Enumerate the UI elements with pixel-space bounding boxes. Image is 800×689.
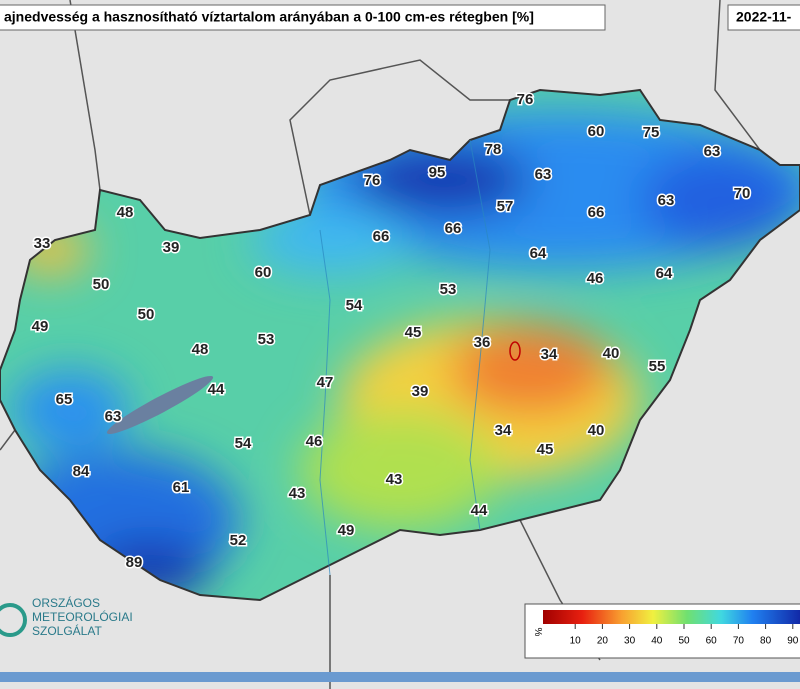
station-value: 46	[306, 433, 323, 450]
station-value: 84	[73, 463, 90, 480]
legend-tick-label: 90	[787, 636, 799, 647]
logo-text: ORSZÁGOS	[32, 595, 100, 610]
station-value: 34	[541, 346, 558, 363]
legend-unit: %	[532, 628, 543, 637]
station-value: 60	[588, 123, 605, 140]
station-value: 75	[643, 124, 660, 141]
station-value: 89	[126, 554, 143, 571]
station-value: 53	[258, 331, 275, 348]
station-value: 54	[346, 297, 363, 314]
legend-tick-label: 50	[678, 636, 690, 647]
station-value: 60	[255, 264, 272, 281]
station-value: 63	[658, 192, 675, 209]
logo-icon	[0, 603, 27, 637]
station-value: 57	[497, 198, 514, 215]
legend-tick-label: 40	[651, 636, 663, 647]
lake	[106, 375, 214, 435]
station-value: 46	[587, 270, 604, 287]
station-value: 54	[235, 435, 252, 452]
legend-tick-label: 10	[570, 636, 582, 647]
date: 2022-11-	[736, 9, 792, 25]
station-value: 45	[537, 441, 554, 458]
legend-tick-label: 70	[733, 636, 745, 647]
legend-tick-label: 20	[597, 636, 609, 647]
station-value: 63	[105, 408, 122, 425]
legend-tick-label: 80	[760, 636, 772, 647]
station-value: 43	[289, 485, 306, 502]
station-value: 47	[317, 374, 334, 391]
station-value: 34	[495, 422, 512, 439]
station-value: 36	[474, 334, 491, 351]
station-value: 40	[603, 345, 620, 362]
station-value: 78	[485, 141, 502, 158]
station-value: 52	[230, 532, 247, 549]
footer-bar	[0, 672, 800, 682]
station-value: 95	[429, 164, 446, 181]
legend-tick-label: 30	[624, 636, 636, 647]
station-value: 66	[373, 228, 390, 245]
station-value: 65	[56, 391, 73, 408]
minimum-marker	[509, 341, 521, 361]
title-box	[0, 4, 606, 31]
station-value: 63	[704, 143, 721, 160]
station-value: 61	[173, 479, 190, 496]
station-value: 66	[445, 220, 462, 237]
station-value: 64	[656, 265, 673, 282]
station-value: 45	[405, 324, 422, 341]
station-value: 76	[517, 91, 534, 108]
station-value: 63	[535, 166, 552, 183]
station-value: 76	[364, 172, 381, 189]
station-value: 48	[192, 341, 209, 358]
station-value: 66	[588, 204, 605, 221]
station-value: 53	[440, 281, 457, 298]
station-value: 44	[208, 381, 225, 398]
station-value: 39	[163, 239, 180, 256]
rivers	[319, 139, 491, 576]
title: ajnedvesség a hasznosítható víztartalom …	[4, 9, 534, 25]
station-value: 49	[338, 522, 355, 539]
station-value: 43	[386, 471, 403, 488]
station-value: 50	[93, 276, 110, 293]
station-value: 64	[530, 245, 547, 262]
station-value: 39	[412, 383, 429, 400]
date-box	[727, 4, 800, 31]
logo-text: SZOLGÁLAT	[32, 623, 102, 638]
station-value: 50	[138, 306, 155, 323]
legend: % 10 20 30 40 50 60 70 80 90	[524, 603, 800, 659]
color-bar	[543, 610, 800, 624]
station-value: 48	[117, 204, 134, 221]
legend-tick-label: 60	[706, 636, 718, 647]
station-value: 49	[32, 318, 49, 335]
station-value: 33	[34, 235, 51, 252]
station-value: 40	[588, 422, 605, 439]
station-value: 44	[471, 502, 488, 519]
stations: 76 60 75 78 63 76 95 63 63 70 48 57 66 33 39 66 66 64 60 46…	[30, 89, 752, 572]
logo: ORSZÁGOS METEOROLÓGIAI SZOLGÁLAT	[0, 595, 133, 638]
logo-text: METEOROLÓGIAI	[32, 609, 133, 624]
station-value: 55	[649, 358, 666, 375]
station-value: 70	[734, 185, 751, 202]
